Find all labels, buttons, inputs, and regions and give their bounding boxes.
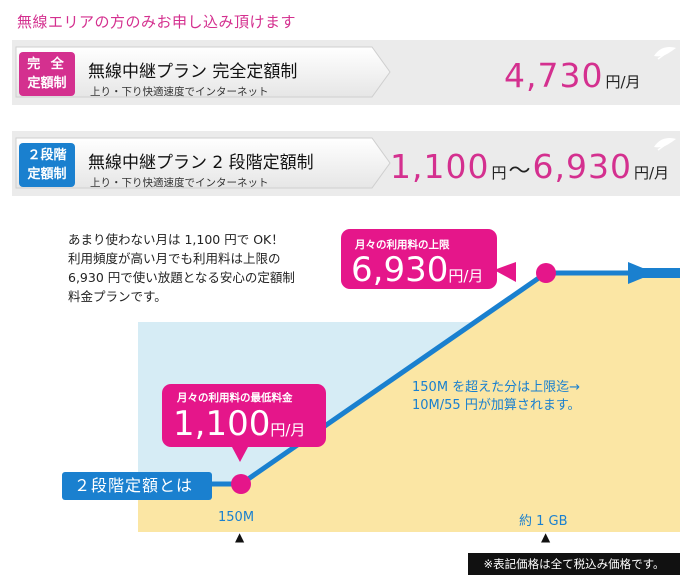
plan-price: 4,730 円/月	[504, 56, 641, 95]
callout-min-price: 月々の利用料の最低料金 1,100円/月	[162, 384, 326, 447]
max-point-marker	[536, 263, 556, 283]
badge-line-1: ２段階	[27, 148, 67, 163]
callout-unit: 円/月	[270, 421, 306, 439]
price-max-unit: 円/月	[634, 164, 670, 182]
price-min-value: 1,100	[390, 147, 490, 186]
description-line: 料金プランです。	[68, 289, 167, 304]
price-separator: ～	[508, 159, 531, 184]
price-line-extension	[628, 268, 680, 278]
min-point-marker	[231, 474, 251, 494]
plan-name: 無線中継プラン 完全定額制	[88, 62, 298, 82]
overage-line: 150M を超えた分は上限迄→	[412, 380, 581, 395]
callout-unit: 円/月	[448, 267, 484, 285]
badge-line-2: 定額制	[27, 167, 67, 182]
plan-subtitle: 上り・下り快適速度でインターネット	[90, 177, 269, 189]
callout-min-pointer	[232, 447, 248, 462]
tax-note: ※表記価格は全て税込み価格です。	[468, 553, 680, 575]
plan-name: 無線中継プラン 2 段階定額制	[88, 153, 314, 173]
leaf-icon	[654, 137, 676, 151]
description-line: 利用頻度が高い月でも利用料は上限の	[68, 251, 281, 266]
callout-value-line: 1,100円/月	[173, 406, 305, 442]
usage-area	[138, 273, 680, 532]
price-unit: 円/月	[605, 73, 641, 91]
callout-value-line: 6,930円/月	[351, 252, 483, 288]
callout-max-pointer	[494, 262, 516, 282]
plan-badge-flat: 完 全 定額制	[19, 52, 75, 96]
price-max-value: 6,930	[532, 147, 632, 186]
page-heading: 無線エリアの方のみお申し込み頂けます	[17, 13, 297, 31]
plan-row-flat: 完 全 定額制 無線中継プラン 完全定額制 上り・下り快適速度でインターネット …	[12, 40, 680, 105]
callout-title: 月々の利用料の最低料金	[177, 392, 293, 404]
price-line	[205, 270, 640, 487]
badge-line-1: 完 全	[27, 57, 67, 72]
x-label-1gb: 約 1 GB	[519, 514, 568, 529]
leaf-icon	[654, 46, 676, 60]
description-line: あまり使わない月は 1,100 円で OK！	[68, 232, 284, 247]
callout-title: 月々の利用料の上限	[355, 239, 450, 251]
plan-description: あまり使わない月は 1,100 円で OK！ 利用頻度が高い月でも利用料は上限の…	[68, 230, 330, 306]
overage-line: 10M/55 円が加算されます。	[412, 398, 581, 413]
plan-label-arrow-box	[15, 137, 391, 189]
plan-subtitle: 上り・下り快適速度でインターネット	[90, 86, 269, 98]
description-line: 6,930 円で使い放題となる安心の定額制	[68, 270, 295, 285]
callout-value: 1,100	[173, 404, 271, 444]
plan-label-arrow-box	[15, 46, 391, 98]
badge-line-2: 定額制	[27, 76, 67, 91]
callout-value: 6,930	[351, 250, 449, 290]
price-value: 4,730	[504, 56, 604, 95]
plan-price-range: 1,100 円～6,930 円/月	[390, 147, 669, 186]
plan-badge-two-step: ２段階 定額制	[19, 143, 75, 187]
overage-explanation: 150M を超えた分は上限迄→ 10M/55 円が加算されます。	[412, 379, 581, 415]
x-label-150m: 150M	[218, 510, 255, 525]
tick-marker-150m: ▲	[235, 530, 245, 544]
two-step-label: ２段階定額とは	[62, 472, 212, 500]
plan-row-two-step: ２段階 定額制 無線中継プラン 2 段階定額制 上り・下り快適速度でインターネッ…	[12, 131, 680, 196]
tick-marker-1gb: ▲	[541, 530, 551, 544]
price-min-unit: 円	[491, 164, 507, 182]
callout-max-price: 月々の利用料の上限 6,930円/月	[341, 229, 497, 289]
